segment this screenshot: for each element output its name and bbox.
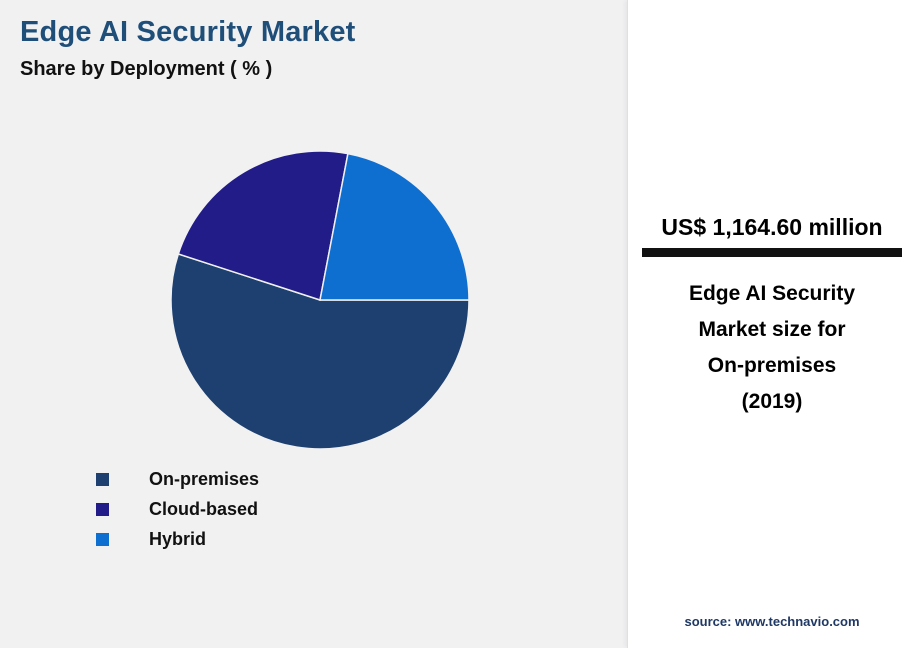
legend-item-cloud-based: Cloud-based	[96, 494, 259, 524]
pie-slice-hybrid	[319, 152, 470, 301]
pie-slice-on-premises	[170, 253, 470, 450]
description-line: (2019)	[741, 390, 803, 413]
source-attribution: source: www.technavio.com	[684, 614, 860, 629]
highlight-panel: US$ 1,164.60 million Edge AI Security Ma…	[627, 0, 915, 648]
page-title: Edge AI Security Market	[20, 16, 356, 48]
description-line: On-premises	[707, 354, 837, 377]
legend-label: On-premises	[149, 468, 260, 489]
pie-chart	[168, 148, 472, 452]
description-line: Market size for	[698, 318, 846, 341]
legend-swatch	[96, 472, 109, 486]
legend-swatch	[96, 502, 109, 516]
legend-item-hybrid: Hybrid	[96, 524, 259, 554]
chart-subtitle: Share by Deployment ( % )	[20, 58, 273, 80]
chart-area: Edge AI Security Market Share by Deploym…	[20, 16, 472, 554]
legend-item-on-premises: On-premises	[96, 464, 259, 494]
market-value-description: Edge AI Security Market size for On-prem…	[628, 276, 915, 420]
pie-chart-svg	[170, 150, 470, 450]
legend-swatch	[96, 532, 109, 546]
divider-rule	[642, 248, 902, 257]
description-line: Edge AI Security	[688, 282, 856, 305]
market-value: US$ 1,164.60 million	[661, 214, 883, 240]
legend-label: Cloud-based	[149, 498, 259, 519]
pie-slice-cloud-based	[177, 150, 349, 301]
chart-legend: On-premises Cloud-based Hybrid	[96, 464, 259, 554]
legend-label: Hybrid	[149, 528, 207, 549]
